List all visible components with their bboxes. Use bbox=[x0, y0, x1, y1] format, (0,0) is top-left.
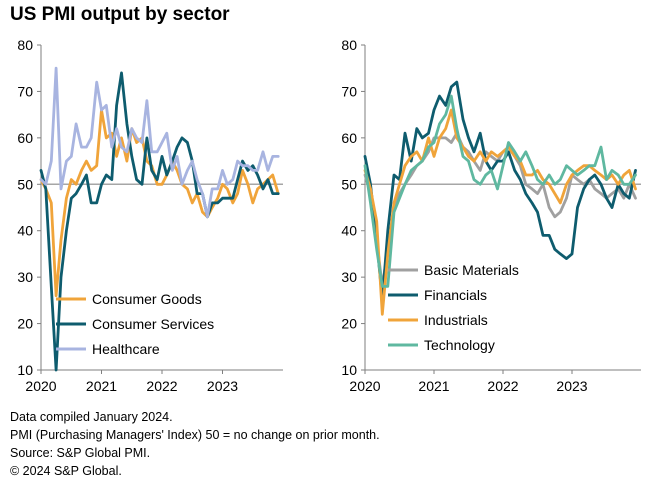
y-tick-label: 70 bbox=[341, 83, 357, 99]
y-tick-label: 60 bbox=[341, 130, 357, 146]
y-tick-label: 80 bbox=[341, 37, 357, 53]
x-tick-label: 2022 bbox=[146, 378, 177, 394]
y-tick-label: 70 bbox=[17, 83, 33, 99]
x-tick-label: 2021 bbox=[86, 378, 117, 394]
y-tick-label: 30 bbox=[341, 269, 357, 285]
legend-label: Industrials bbox=[424, 312, 488, 328]
y-tick-label: 20 bbox=[17, 316, 33, 332]
series-line-basic-materials bbox=[363, 131, 637, 288]
footnote-source: Source: S&P Global PMI. bbox=[10, 446, 151, 460]
y-tick-label: 40 bbox=[17, 223, 33, 239]
y-tick-label: 30 bbox=[17, 269, 33, 285]
legend-label: Financials bbox=[424, 287, 487, 303]
y-tick-label: 60 bbox=[17, 130, 33, 146]
x-tick-label: 2023 bbox=[207, 378, 238, 394]
x-tick-label: 2023 bbox=[556, 378, 587, 394]
legend-label: Consumer Services bbox=[92, 316, 214, 332]
footnote-copyright: © 2024 S&P Global. bbox=[10, 464, 122, 478]
chart-title: US PMI output by sector bbox=[10, 4, 230, 25]
footnote-definition: PMI (Purchasing Managers' Index) 50 = no… bbox=[10, 428, 380, 442]
footnote-compiled: Data compiled January 2024. bbox=[10, 410, 173, 424]
legend-label: Consumer Goods bbox=[92, 291, 202, 307]
legend-label: Basic Materials bbox=[424, 262, 519, 278]
series-line-consumer-services bbox=[39, 71, 280, 372]
y-tick-label: 20 bbox=[341, 316, 357, 332]
charts-svg: 10 20 30 40 50 60 70 80 2020 2021 2022 2023 Consumer… bbox=[17, 37, 641, 394]
x-tick-label: 2020 bbox=[349, 378, 380, 394]
y-tick-label: 80 bbox=[17, 37, 33, 53]
y-tick-label: 40 bbox=[341, 223, 357, 239]
y-tick-label: 50 bbox=[17, 176, 33, 192]
x-tick-label: 2022 bbox=[487, 378, 518, 394]
legend-label: Technology bbox=[424, 337, 495, 353]
y-tick-label: 50 bbox=[341, 176, 357, 192]
y-tick-label: 10 bbox=[341, 362, 357, 378]
legend-label: Healthcare bbox=[92, 341, 160, 357]
x-tick-label: 2021 bbox=[418, 378, 449, 394]
series-line-healthcare bbox=[39, 66, 280, 219]
series-line-technology bbox=[363, 94, 637, 288]
x-tick-label: 2020 bbox=[25, 378, 56, 394]
y-tick-label: 10 bbox=[17, 362, 33, 378]
series-line-consumer-goods bbox=[39, 108, 280, 298]
